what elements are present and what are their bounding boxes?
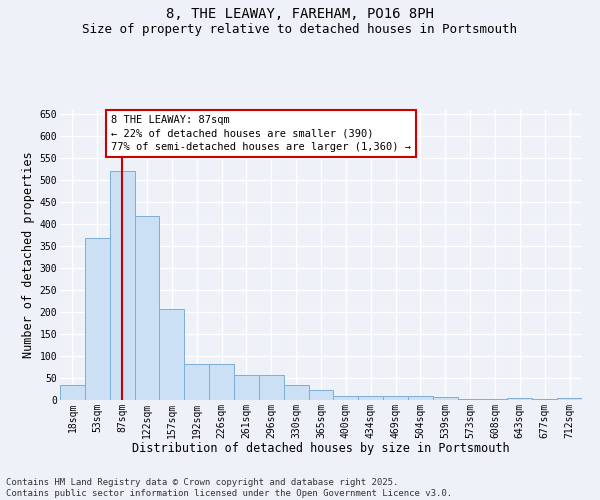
X-axis label: Distribution of detached houses by size in Portsmouth: Distribution of detached houses by size … [132,442,510,455]
Text: 8 THE LEAWAY: 87sqm
← 22% of detached houses are smaller (390)
77% of semi-detac: 8 THE LEAWAY: 87sqm ← 22% of detached ho… [111,116,411,152]
Text: 8, THE LEAWAY, FAREHAM, PO16 8PH: 8, THE LEAWAY, FAREHAM, PO16 8PH [166,8,434,22]
Bar [433,397,458,400]
Bar [160,309,184,400]
Bar [408,396,433,400]
Bar [383,396,408,400]
Bar [234,376,259,400]
Bar [458,399,482,400]
Bar [134,216,160,400]
Bar [482,399,508,400]
Y-axis label: Number of detached properties: Number of detached properties [22,152,35,358]
Bar [358,396,383,400]
Bar [209,364,234,400]
Bar [184,364,209,400]
Bar [308,390,334,400]
Bar [85,238,110,400]
Bar [259,376,284,400]
Bar [508,398,532,400]
Text: Contains HM Land Registry data © Crown copyright and database right 2025.
Contai: Contains HM Land Registry data © Crown c… [6,478,452,498]
Bar [60,384,85,400]
Bar [110,170,134,400]
Bar [334,396,358,400]
Bar [557,398,582,400]
Text: Size of property relative to detached houses in Portsmouth: Size of property relative to detached ho… [83,22,517,36]
Bar [532,399,557,400]
Bar [284,384,308,400]
